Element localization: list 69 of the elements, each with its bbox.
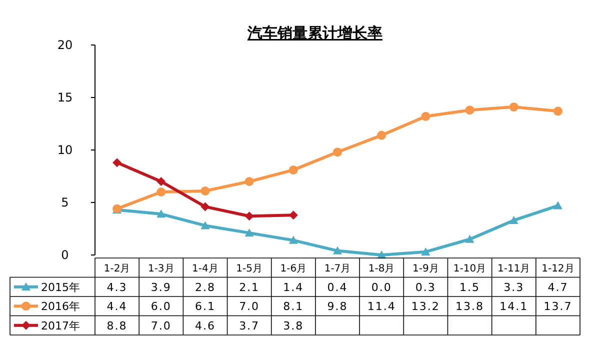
data-label: 0.0 <box>371 280 392 294</box>
point <box>509 216 518 224</box>
data-label: 2.8 <box>194 280 216 294</box>
point <box>112 158 122 168</box>
point <box>156 177 166 186</box>
data-label: 7.0 <box>239 300 260 314</box>
x-tick-label: 1-8月 <box>368 264 395 275</box>
x-tick-label: 1-11月 <box>498 264 530 275</box>
data-label: 4.4 <box>106 300 128 314</box>
x-tick-label: 1-9月 <box>412 264 439 275</box>
data-label: 0.3 <box>415 280 436 294</box>
data-label: 8.1 <box>283 300 304 314</box>
y-tick-label: 20 <box>57 38 73 52</box>
point <box>200 221 210 230</box>
data-label: 14.1 <box>500 300 528 314</box>
data-label: 1.5 <box>460 280 480 294</box>
legend-label: 2016年 <box>41 300 80 314</box>
data-label: 8.8 <box>106 319 128 332</box>
point <box>288 236 298 244</box>
point <box>553 201 562 210</box>
y-tick-label: 10 <box>57 143 73 157</box>
data-label: 1.4 <box>283 280 304 294</box>
point <box>377 130 386 140</box>
y-tick-label: 15 <box>57 90 73 104</box>
data-label: 4.7 <box>548 280 568 294</box>
data-label: 9.8 <box>327 300 348 314</box>
data-label: 13.2 <box>411 300 440 314</box>
data-label: 6.0 <box>150 300 172 314</box>
data-label: 7.0 <box>150 319 172 332</box>
data-label: 6.1 <box>194 300 216 314</box>
point <box>288 165 298 174</box>
y-tick-label: 0 <box>61 248 69 262</box>
point <box>244 228 254 237</box>
point <box>156 210 166 218</box>
data-label: 3.9 <box>150 280 172 294</box>
x-tick-label: 1-5月 <box>236 264 262 275</box>
point <box>156 188 166 196</box>
data-label: 3.3 <box>504 280 524 294</box>
data-label: 3.8 <box>283 319 304 332</box>
point <box>200 186 210 196</box>
x-tick-label: 1-4月 <box>192 264 218 275</box>
legend-label: 2015年 <box>41 280 80 294</box>
point <box>421 247 430 256</box>
point <box>244 177 254 186</box>
x-tick-label: 1-2月 <box>104 264 130 275</box>
data-label: 2.1 <box>239 280 260 294</box>
y-tick-label: 5 <box>61 196 69 210</box>
point <box>333 148 342 157</box>
x-tick-label: 1-6月 <box>280 264 307 275</box>
data-label: 13.7 <box>544 300 572 314</box>
x-tick-label: 1-3月 <box>148 264 174 275</box>
point <box>509 102 518 112</box>
legend-label: 2017年 <box>41 319 80 332</box>
data-label: 11.4 <box>367 300 396 314</box>
point <box>465 106 474 115</box>
x-tick-label: 1-7月 <box>324 264 351 275</box>
point <box>333 246 342 254</box>
data-label: 4.6 <box>194 319 216 332</box>
data-label: 3.7 <box>239 319 260 332</box>
data-label: 0.4 <box>327 280 348 294</box>
point <box>421 112 430 121</box>
point <box>465 234 474 243</box>
x-tick-label: 1-10月 <box>453 264 486 275</box>
chart-title: 汽车销量累计增长率 <box>246 24 382 42</box>
data-label: 4.3 <box>106 280 128 294</box>
x-tick-label: 1-12月 <box>542 264 574 275</box>
point <box>200 202 210 212</box>
data-label: 13.8 <box>456 300 484 314</box>
point <box>553 106 562 116</box>
